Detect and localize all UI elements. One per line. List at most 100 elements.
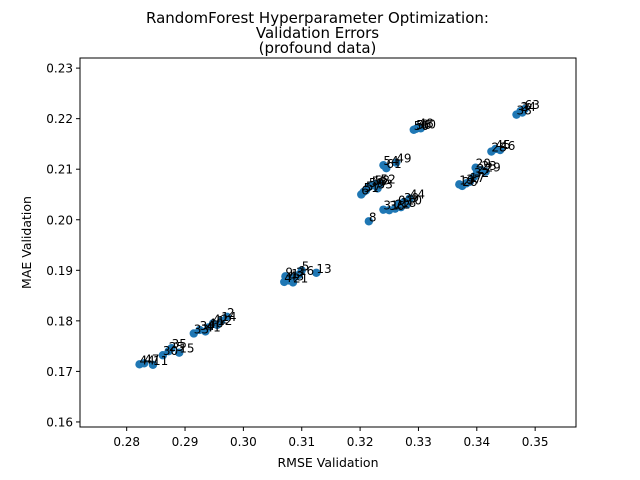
point-label: 30 <box>163 344 178 358</box>
point-label: 45 <box>495 138 510 152</box>
x-tick-label: 0.33 <box>405 435 432 449</box>
point-label: 35 <box>172 337 187 351</box>
point-label: 3 <box>296 265 304 279</box>
point-label: 22 <box>395 198 410 212</box>
point-label: 18 <box>401 196 416 210</box>
chart-title-line-3: (profound data) <box>259 39 377 57</box>
point-label: 4 <box>284 271 292 285</box>
point-label: 44 <box>410 188 425 202</box>
point-label: 41 <box>205 320 220 334</box>
point-label: 8 <box>369 210 377 224</box>
points-layer <box>135 104 529 370</box>
y-tick-label: 0.22 <box>46 112 73 126</box>
y-tick-label: 0.18 <box>46 314 73 328</box>
scatter-point <box>175 348 184 357</box>
point-label: 5 <box>302 259 310 273</box>
x-tick-label: 0.35 <box>522 435 549 449</box>
y-tick-label: 0.21 <box>46 163 73 177</box>
point-label: 61 <box>386 157 401 171</box>
point-label: 6 <box>361 183 369 197</box>
y-tick-label: 0.17 <box>46 365 73 379</box>
x-tick-label: 0.31 <box>288 435 315 449</box>
x-tick-label: 0.34 <box>463 435 490 449</box>
y-tick-label: 0.19 <box>46 264 73 278</box>
point-label: 38 <box>516 104 531 118</box>
point-label: 42 <box>213 312 228 326</box>
point-label: 10 <box>407 194 422 208</box>
point-label: 26 <box>462 175 477 189</box>
scatter-point <box>222 312 232 322</box>
point-label: 40 <box>208 316 223 330</box>
point-label: 56 <box>416 118 431 132</box>
x-tick-label: 0.29 <box>172 435 199 449</box>
point-label: 28 <box>491 141 506 155</box>
point-label: 12 <box>217 314 232 328</box>
point-label: 9 <box>285 265 293 279</box>
point-label: 46 <box>500 139 515 153</box>
point-label: 34 <box>200 319 215 333</box>
x-axis-ticks: 0.28 0.29 0.30 0.31 0.32 0.33 0.34 0.35 <box>113 427 549 449</box>
point-label: 32 <box>474 166 489 180</box>
point-label: 23 <box>481 159 496 173</box>
point-label: 16 <box>299 264 314 278</box>
scatter-point <box>392 158 401 167</box>
point-label: 2 <box>227 306 235 320</box>
scatter-point <box>167 343 176 353</box>
point-label: 25 <box>169 340 184 354</box>
point-label: 51 <box>364 181 379 195</box>
point-label: 63 <box>525 98 540 112</box>
scatter-point <box>405 194 414 203</box>
point-label: 54 <box>383 154 398 168</box>
point-label: 27 <box>477 162 492 176</box>
point-label: 0 <box>398 194 406 208</box>
point-label: 43 <box>289 269 304 283</box>
point-label: 7 <box>522 102 530 116</box>
point-label: 33 <box>194 322 209 336</box>
scatter-point <box>471 163 480 172</box>
scatter-point <box>158 351 168 360</box>
scatter-point <box>312 268 321 278</box>
scatter-point <box>416 124 425 133</box>
scatter-point <box>393 200 403 209</box>
chart-title-line-2: Validation Errors <box>256 24 379 42</box>
point-label: 19 <box>459 173 474 187</box>
point-label: 36 <box>389 199 404 213</box>
scatter-point <box>520 104 529 114</box>
point-label: 15 <box>179 342 194 356</box>
point-label: 13 <box>316 262 331 276</box>
x-tick-label: 0.28 <box>113 435 140 449</box>
point-labels-layer: 4447113025351533344140421214291316544321… <box>140 98 540 368</box>
point-label: 37 <box>466 172 481 186</box>
point-label: 57 <box>366 179 381 193</box>
point-label: 17 <box>470 171 485 185</box>
scatter-point <box>148 360 158 370</box>
plot-frame <box>79 57 577 428</box>
point-label: 48 <box>418 116 433 130</box>
point-label: 39 <box>404 191 419 205</box>
point-label: 53 <box>378 177 393 191</box>
point-label: 44 <box>140 353 155 367</box>
point-label: 52 <box>381 172 396 186</box>
point-label: 14 <box>221 310 236 324</box>
point-label: 58 <box>375 173 390 187</box>
scatter-point <box>481 167 490 176</box>
x-tick-label: 0.32 <box>347 435 374 449</box>
y-tick-label: 0.20 <box>46 213 73 227</box>
chart-title-line-1: RandomForest Hyperparameter Optimization… <box>146 9 489 27</box>
y-axis-ticks: 0.16 0.17 0.18 0.19 0.20 0.21 0.22 0.23 <box>46 62 80 429</box>
point-label: 60 <box>421 117 436 131</box>
scatter-point <box>217 316 226 326</box>
point-label: 55 <box>372 174 387 188</box>
scatter-point <box>495 145 505 155</box>
scatter-point <box>297 266 306 275</box>
scatter-point <box>288 278 298 287</box>
point-label: 29 <box>486 161 501 175</box>
point-label: 1 <box>291 267 299 281</box>
x-axis-label: RMSE Validation <box>277 455 378 470</box>
y-tick-label: 0.16 <box>46 415 73 429</box>
scatter-point <box>139 359 149 368</box>
y-tick-label: 0.23 <box>46 62 73 76</box>
point-label: 21 <box>293 271 308 285</box>
